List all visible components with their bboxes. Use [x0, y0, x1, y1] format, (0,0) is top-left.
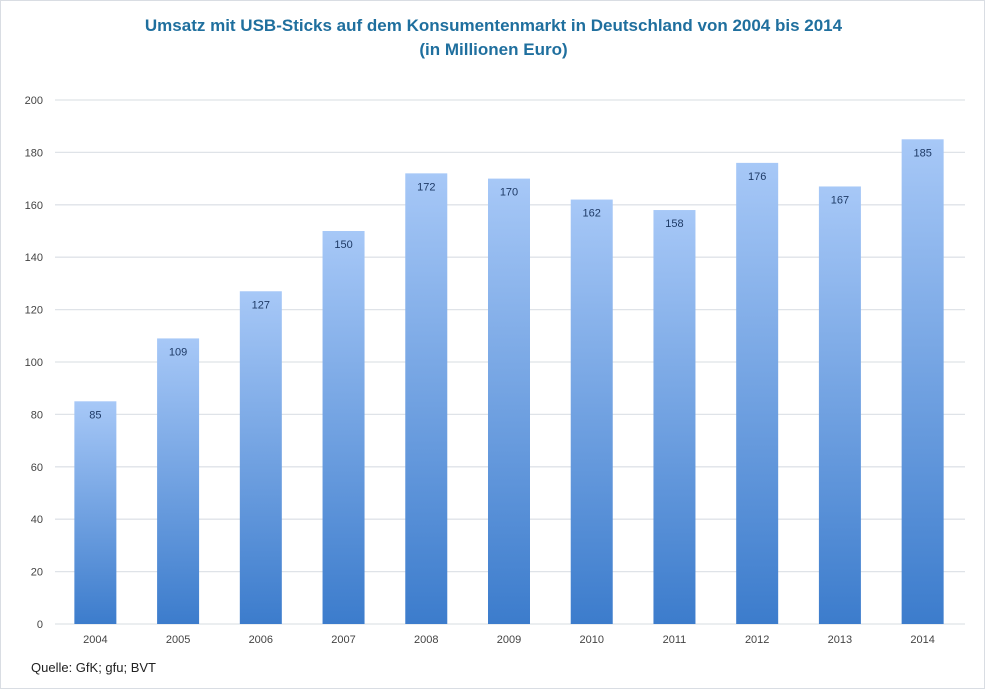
data-label: 167	[831, 194, 849, 206]
y-tick-label: 160	[25, 200, 43, 212]
bar-2011	[653, 210, 696, 625]
y-tick-label: 200	[25, 95, 43, 107]
y-axis-ticks: 0 20 40 60 80 100 120 140 160 180 200	[25, 95, 43, 631]
y-tick-label: 100	[25, 357, 43, 369]
y-tick-label: 20	[31, 567, 43, 579]
chart-subtitle: (in Millionen Euro)	[419, 40, 568, 59]
data-label: 109	[169, 346, 187, 358]
x-tick-label: 2014	[910, 634, 934, 646]
data-label: 150	[334, 239, 352, 251]
data-label: 170	[500, 187, 518, 199]
bar-2013	[818, 186, 861, 624]
x-tick-label: 2004	[83, 634, 107, 646]
data-label: 176	[748, 171, 766, 183]
chart-title: Umsatz mit USB-Sticks auf dem Konsumente…	[144, 16, 843, 35]
x-tick-label: 2008	[414, 634, 438, 646]
y-tick-label: 40	[31, 514, 43, 526]
x-axis-ticks: 2004 2005 2006 2007 2008 2009 2010 2011 2012 2013…	[83, 634, 935, 646]
bar-2008	[405, 173, 448, 625]
bar-2004	[74, 401, 117, 624]
bar-2005	[157, 338, 200, 624]
data-label: 85	[89, 409, 101, 421]
y-tick-label: 140	[25, 252, 43, 264]
bars: 85 109 127 150 172 170 162 158 176 167 185	[74, 139, 944, 625]
y-tick-label: 0	[37, 619, 43, 631]
data-label: 158	[665, 218, 683, 230]
source-note: Quelle: GfK; gfu; BVT	[31, 660, 156, 675]
y-tick-label: 120	[25, 305, 43, 317]
bar-2006	[239, 291, 282, 624]
x-tick-label: 2013	[828, 634, 852, 646]
bar-2007	[322, 231, 365, 624]
chart-title-block: Umsatz mit USB-Sticks auf dem Konsumente…	[0, 14, 987, 62]
data-label: 185	[913, 147, 931, 159]
x-tick-label: 2005	[166, 634, 190, 646]
x-tick-label: 2006	[249, 634, 273, 646]
bar-2014	[901, 139, 944, 625]
data-label: 162	[583, 208, 601, 220]
y-tick-label: 180	[25, 147, 43, 159]
x-tick-label: 2009	[497, 634, 521, 646]
bar-2010	[570, 199, 613, 624]
y-tick-label: 80	[31, 409, 43, 421]
x-tick-label: 2012	[745, 634, 769, 646]
bar-2009	[488, 178, 530, 624]
x-tick-label: 2011	[663, 634, 687, 646]
x-tick-label: 2007	[331, 634, 355, 646]
y-tick-label: 60	[31, 462, 43, 474]
data-label: 127	[252, 299, 270, 311]
bar-2012	[736, 162, 779, 624]
x-tick-label: 2010	[579, 634, 603, 646]
data-label: 172	[417, 181, 435, 193]
